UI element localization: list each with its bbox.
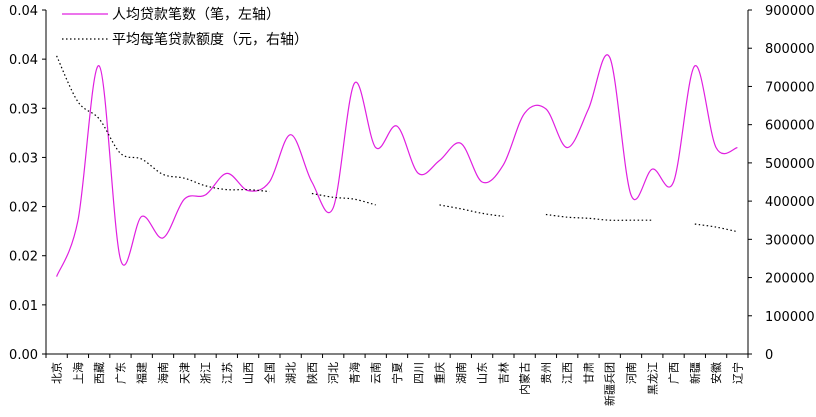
category-label: 天津 — [178, 362, 191, 384]
category-label: 山东 — [476, 362, 489, 384]
category-label: 广西 — [668, 362, 681, 384]
category-label: 重庆 — [433, 362, 447, 384]
left-tick-label: 0.03 — [9, 102, 38, 117]
category-label: 甘肃 — [582, 362, 595, 384]
right-tick-label: 200000 — [765, 272, 815, 287]
right-tick-label: 900000 — [765, 4, 815, 19]
left-y-axis: 0.00 0.01 0.02 0.02 0.03 0.03 0.04 0.04 — [9, 4, 46, 363]
series-layer — [56, 54, 738, 277]
right-tick-label: 400000 — [765, 195, 815, 210]
category-label: 辽宁 — [730, 362, 744, 384]
series-line-avg-loan-amount — [694, 223, 738, 233]
category-label: 江西 — [561, 362, 574, 384]
series-line-avg-loan-amount — [439, 204, 504, 217]
category-label: 青海 — [347, 362, 361, 384]
category-label: 河南 — [625, 362, 638, 384]
category-label: 安徽 — [709, 362, 723, 384]
right-tick-label: 800000 — [765, 42, 815, 57]
left-tick-label: 0.02 — [9, 250, 38, 265]
category-label: 陕西 — [305, 362, 319, 384]
left-tick-label: 0.04 — [9, 4, 38, 19]
category-label: 西藏 — [93, 362, 106, 384]
category-label: 四川 — [412, 362, 425, 384]
right-tick-label: 300000 — [765, 233, 815, 248]
category-label: 新疆 — [688, 362, 702, 384]
category-label: 宁夏 — [390, 362, 404, 384]
left-tick-label: 0.01 — [9, 299, 38, 314]
category-label: 吉林 — [496, 362, 510, 384]
category-label: 河北 — [327, 362, 340, 384]
right-tick-label: 500000 — [765, 157, 815, 172]
left-tick-label: 0.00 — [9, 348, 38, 363]
plot-area — [45, 10, 749, 355]
legend-label-amount: 平均每笔贷款额度（元，右轴） — [112, 32, 308, 48]
category-label: 贵州 — [540, 362, 553, 384]
right-tick-label: 600000 — [765, 119, 815, 134]
left-tick-label: 0.02 — [9, 201, 38, 216]
category-label: 湖南 — [455, 362, 468, 384]
left-tick-label: 0.03 — [9, 151, 38, 166]
category-label: 上海 — [71, 362, 85, 384]
category-label: 黑龙江 — [646, 362, 659, 395]
category-label: 湖北 — [285, 362, 298, 384]
series-line-avg-loan-amount — [545, 213, 653, 221]
right-tick-label: 700000 — [765, 80, 815, 95]
right-y-axis: 0 100000 200000 300000 400000 500000 600000 700… — [748, 4, 815, 363]
left-tick-label: 0.04 — [9, 53, 38, 68]
category-label: 云南 — [370, 362, 383, 384]
series-line-avg-loan-amount — [311, 192, 376, 206]
category-label: 内蒙古 — [518, 362, 532, 395]
category-label: 浙江 — [200, 362, 213, 384]
series-line-loans-per-capita — [56, 54, 738, 277]
category-label: 江苏 — [221, 362, 234, 384]
right-tick-label: 0 — [765, 348, 773, 363]
category-label: 山西 — [242, 362, 255, 384]
category-label: 新疆兵团 — [603, 362, 617, 406]
right-tick-label: 100000 — [765, 310, 815, 325]
legend: 人均贷款笔数（笔，左轴） 平均每笔贷款额度（元，右轴） — [62, 7, 308, 48]
category-label: 广东 — [114, 362, 127, 384]
category-label: 福建 — [135, 362, 149, 384]
category-label: 北京 — [50, 362, 64, 384]
legend-label-count: 人均贷款笔数（笔，左轴） — [112, 7, 280, 23]
category-label: 全国 — [262, 362, 276, 384]
category-label: 海南 — [156, 362, 170, 384]
x-axis: 北京 上海 西藏 广东 福建 海南 天津 浙江 江苏 山西 全国 湖北 陕西 河北 青海 云南 宁夏 四川 重庆 湖南… — [45, 354, 749, 406]
